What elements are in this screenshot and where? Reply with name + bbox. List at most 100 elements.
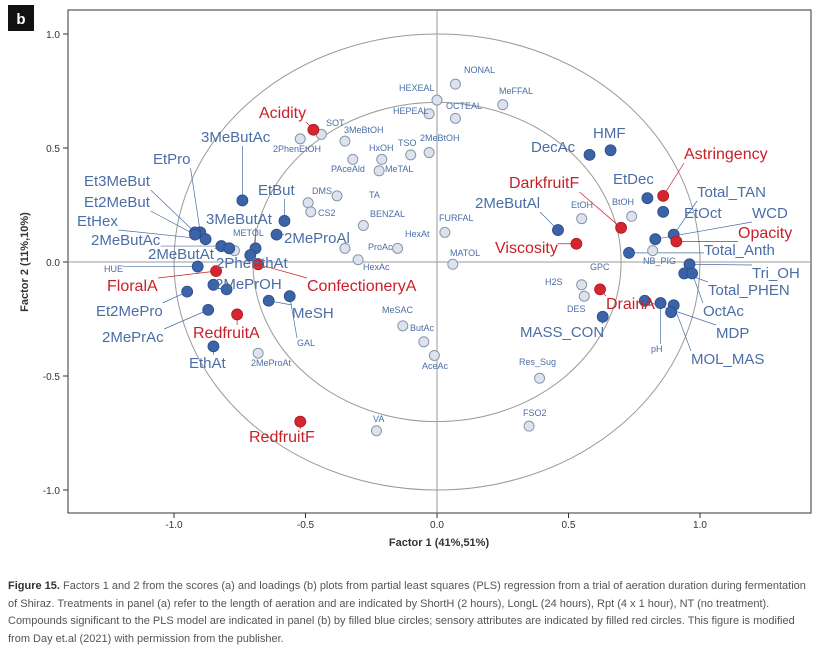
label-2meproal: 2MeProAl — [284, 230, 350, 247]
label-2mebutal: 2MeButAl — [475, 195, 540, 212]
x-axis-label: Factor 1 (41%,51%) — [389, 537, 490, 549]
label-draina: DrainA — [606, 296, 655, 313]
label-2mebutat: 2MeButAt — [148, 246, 215, 263]
point-confectionerya — [252, 258, 265, 271]
point-mesac — [397, 320, 409, 332]
point-hue — [191, 260, 204, 273]
point-gal — [283, 290, 296, 303]
leader-line — [150, 189, 196, 233]
label-butac: ButAc — [410, 323, 435, 333]
label-octeal: OCTEAL — [446, 101, 482, 111]
label-florala: FloralA — [107, 278, 158, 295]
label-mesh: MeSH — [292, 305, 334, 322]
label-redfruitf: RedfruitF — [249, 429, 315, 446]
y-axis-label: Factor 2 (11%,10%) — [19, 212, 31, 312]
y-tick-label: 0.0 — [46, 258, 60, 269]
point-meffal — [497, 99, 509, 111]
leader-line — [662, 162, 685, 197]
label-2mebtoh: 2MeBtOH — [420, 133, 460, 143]
point-cs2 — [305, 206, 317, 218]
label-confectionerya: ConfectioneryA — [307, 278, 417, 295]
x-tick-label: 0.0 — [430, 520, 444, 531]
point-etdec — [641, 192, 654, 205]
point-total-anth — [623, 246, 635, 259]
point-3mebtoh — [339, 135, 351, 147]
label-viscosity: Viscosity — [495, 240, 558, 257]
label-total-anth: Total_Anth — [704, 242, 775, 259]
point-dms — [302, 197, 314, 209]
point-furfal — [439, 226, 451, 238]
x-tick-label: 1.0 — [693, 520, 707, 531]
label-et2mepro: Et2MePro — [96, 303, 163, 320]
point-opacity — [670, 235, 683, 248]
label-matol: MATOL — [450, 248, 480, 258]
y-tick-label: -1.0 — [43, 486, 61, 497]
point-draina — [594, 283, 606, 296]
label-proac: ProAc — [368, 242, 393, 252]
point-etoh — [576, 213, 588, 225]
label-etdec: EtDec — [613, 171, 654, 188]
label-mol-mas: MOL_MAS — [691, 351, 764, 368]
point-etoct — [657, 205, 670, 218]
point-2mebutal — [552, 224, 564, 236]
label-dms: DMS — [312, 186, 332, 196]
label-nonal: NONAL — [464, 65, 495, 75]
leader-line — [579, 191, 622, 229]
label-decac: DecAc — [531, 139, 576, 156]
point-et2mebut — [189, 228, 201, 241]
label-octac: OctAc — [703, 303, 744, 320]
point-redfruitf — [294, 415, 307, 428]
x-tick-label: 0.5 — [562, 520, 576, 531]
point-proac — [339, 242, 351, 254]
point-va — [371, 425, 383, 437]
point-butac — [418, 336, 430, 348]
point-et2mepro — [181, 285, 194, 298]
label-hexat: HexAt — [405, 229, 430, 239]
label-mass-con: MASS_CON — [520, 324, 604, 341]
point-des — [578, 290, 590, 302]
label-2phenetoh: 2PhenEtOH — [273, 144, 321, 154]
point-nonal — [449, 78, 461, 90]
point-ethat — [207, 340, 220, 353]
leader-line — [150, 210, 196, 235]
point-hexac — [352, 254, 364, 266]
label-sot: SOT — [326, 118, 345, 128]
point-3mebutac — [236, 194, 249, 207]
point-acidity — [307, 123, 320, 136]
label-hxoh: HxOH — [369, 143, 394, 153]
point-astringency — [657, 189, 670, 202]
point-aceac — [428, 349, 440, 361]
point-benzal — [357, 220, 369, 232]
x-tick-label: -0.5 — [297, 520, 315, 531]
label-tso: TSO — [398, 138, 417, 148]
point-paceald — [347, 153, 359, 165]
point-2meproh — [207, 278, 220, 291]
label-hexeal: HEXEAL — [399, 83, 435, 93]
pls-loadings-plot: b -1.0 -0.5 0.0 0.5 1.0 1.0 0.5 0.0 -0.5 -1.0 NON… — [8, 5, 812, 549]
label-va: VA — [373, 414, 384, 424]
point-wcd — [649, 233, 662, 246]
correlation-circle-outer — [173, 33, 701, 491]
point-2phentetoh — [294, 133, 306, 145]
label-2mebutac: 2MeButAc — [91, 232, 161, 249]
label-ph: pH — [651, 344, 663, 354]
label-darkfruitf: DarkfruitF — [509, 175, 579, 192]
label-mdp: MDP — [716, 325, 749, 342]
point-matol — [447, 258, 459, 270]
point-darkfruitf — [615, 221, 627, 234]
figure-caption: Figure 15. Factors 1 and 2 from the scor… — [8, 578, 814, 648]
label-3mebtoh: 3MeBtOH — [344, 125, 384, 135]
point-mass-con — [596, 310, 609, 323]
point-hepeal — [423, 108, 435, 120]
point-tso — [405, 149, 417, 161]
label-ta: TA — [369, 190, 380, 200]
point-viscosity — [570, 237, 583, 250]
label-etoh: EtOH — [571, 200, 593, 210]
point-2pheethat — [244, 249, 257, 262]
label-ethat: EthAt — [189, 355, 227, 372]
panel-badge: b — [8, 5, 34, 31]
point-mesh — [262, 294, 275, 307]
label-gpc: GPC — [590, 262, 610, 272]
label-opacity: Opacity — [738, 225, 792, 242]
label-tri-oh: Tri_OH — [752, 265, 800, 282]
